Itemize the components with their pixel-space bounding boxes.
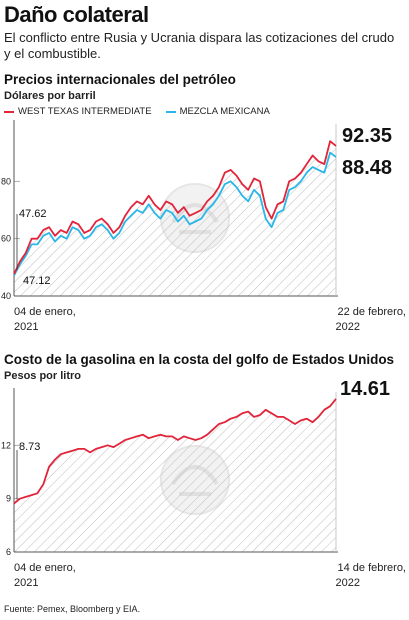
legend-item-mezcla: MEZCLA MEXICANA	[165, 106, 270, 117]
oil-x-start-year: 2021	[14, 321, 38, 333]
gas-ytick-label-1: 9	[6, 494, 11, 504]
oil-ytick-label-2: 80	[1, 176, 11, 186]
chart1-legend: WEST TEXAS INTERMEDIATE MEZCLA MEXICANA	[4, 106, 284, 117]
legend-swatch-mezcla	[165, 110, 176, 113]
oil-series-line-1	[13, 151, 337, 277]
gas-x-start-date: 04 de enero,	[14, 562, 76, 574]
oil-price-chart: 40 60 80 47.62 47.12 92.35 88.48 04 de enero, 20…	[1, 120, 407, 333]
gas-ytick-label-0: 6	[6, 547, 11, 557]
oil-x-end-date: 22 de febrero,	[338, 306, 407, 318]
source-note: Fuente: Pemex, Bloomberg y EIA.	[4, 604, 141, 614]
legend-label-mezcla: MEZCLA MEXICANA	[179, 106, 270, 117]
gas-x-end-date: 14 de febrero,	[338, 562, 407, 574]
legend-label-wti: WEST TEXAS INTERMEDIATE	[18, 106, 152, 117]
oil-ytick-label-1: 60	[1, 234, 11, 244]
legend-swatch-wti	[4, 110, 14, 113]
oil-start-mezcla-label: 47.12	[23, 275, 51, 287]
gas-start-label: 8.73	[19, 441, 40, 453]
gas-x-start-year: 2021	[14, 577, 38, 589]
gas-ytick-label-2: 12	[1, 440, 11, 450]
headline: Daño colateral	[4, 2, 149, 27]
oil-x-start-date: 04 de enero,	[14, 306, 76, 318]
gas-series-line-0	[13, 398, 337, 505]
gasoline-price-chart: 6 9 12 8.73 14.61 04 de enero, 2021 14 de febre…	[1, 378, 407, 589]
chart1-title: Precios internacionales del petróleo	[4, 72, 236, 87]
oil-x-end-year: 2022	[336, 321, 360, 333]
oil-end-mezcla-label: 88.48	[342, 157, 392, 179]
chart2-subtitle: Pesos por litro	[4, 370, 82, 382]
oil-series-line-0	[13, 140, 337, 275]
gas-area	[14, 398, 336, 552]
chart2-title: Costo de la gasolina en la costa del gol…	[4, 352, 395, 367]
gas-x-end-year: 2022	[336, 577, 360, 589]
oil-ytick-label-0: 40	[1, 291, 11, 301]
gas-end-label: 14.61	[340, 378, 390, 400]
oil-end-wti-label: 92.35	[342, 125, 392, 147]
oil-start-wti-label: 47.62	[19, 208, 47, 220]
chart1-subtitle: Dólares por barril	[4, 90, 96, 102]
legend-item-wti: WEST TEXAS INTERMEDIATE	[4, 106, 152, 117]
deck: El conflicto entre Rusia y Ucrania dispa…	[4, 30, 395, 61]
